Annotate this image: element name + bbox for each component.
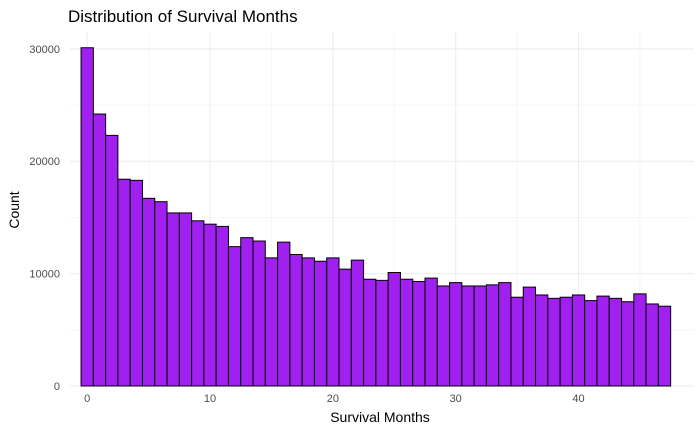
histogram-bar xyxy=(240,237,254,387)
histogram-bar xyxy=(92,113,107,387)
histogram-bar xyxy=(154,201,168,387)
histogram-bar xyxy=(166,212,180,387)
histogram-bar xyxy=(547,297,561,387)
y-tick-label: 20000 xyxy=(29,156,60,168)
histogram-bar xyxy=(535,294,549,387)
histogram-bar xyxy=(399,278,414,387)
histogram-bar xyxy=(203,223,217,387)
y-tick-label: 0 xyxy=(54,381,60,393)
histogram-bar xyxy=(141,197,156,387)
histogram-bar xyxy=(571,294,586,387)
histogram-bar xyxy=(178,212,193,387)
histogram-bar xyxy=(510,296,524,387)
chart-title: Distribution of Survival Months xyxy=(68,7,298,26)
ticks-layer: 0 10 20 30 40 0 10000 20000 30000 xyxy=(29,44,584,405)
histogram-bar xyxy=(277,241,291,387)
histogram-bar xyxy=(252,240,266,387)
histogram-bar xyxy=(657,305,672,387)
x-tick-label: 40 xyxy=(572,393,584,405)
y-axis-title: Count xyxy=(6,191,22,228)
histogram-bar xyxy=(313,260,328,387)
histogram-bar xyxy=(264,257,279,387)
histogram-bar xyxy=(375,279,389,387)
histogram-bar xyxy=(621,301,635,387)
histogram-bar xyxy=(584,300,598,387)
histogram-bar xyxy=(412,280,426,387)
histogram-bar xyxy=(289,254,303,387)
histogram-bar xyxy=(363,278,377,387)
y-tick-label: 10000 xyxy=(29,269,60,281)
x-axis-title: Survival Months xyxy=(330,409,430,425)
histogram-bar xyxy=(436,285,451,387)
histogram-bar xyxy=(461,285,475,387)
x-tick-label: 10 xyxy=(204,393,216,405)
histogram-bar xyxy=(227,246,242,387)
x-tick-label: 30 xyxy=(450,393,462,405)
histogram-bar xyxy=(473,285,487,387)
histogram-bar xyxy=(522,286,537,387)
histogram-bar xyxy=(485,284,500,387)
histogram-bar xyxy=(301,257,315,387)
histogram-bar xyxy=(498,282,512,387)
histogram-bar xyxy=(191,220,205,387)
histogram-bar xyxy=(596,295,610,387)
histogram-bar xyxy=(424,277,438,387)
histogram-bar xyxy=(105,134,119,387)
bars-layer xyxy=(80,47,672,387)
histogram-bar xyxy=(387,271,401,387)
histogram-bar xyxy=(326,257,340,387)
x-tick-label: 0 xyxy=(84,393,90,405)
histogram-bar xyxy=(80,47,94,387)
x-tick-label: 20 xyxy=(327,393,339,405)
histogram-bar xyxy=(608,297,623,387)
histogram-bar xyxy=(633,293,647,387)
histogram-bar xyxy=(559,296,573,387)
histogram-bar xyxy=(129,179,143,387)
histogram-bar xyxy=(117,178,131,387)
histogram-bar xyxy=(350,259,365,387)
histogram-bar xyxy=(449,282,463,387)
histogram-bar xyxy=(645,303,659,387)
histogram-bar xyxy=(215,225,229,387)
histogram-bar xyxy=(338,268,352,387)
y-tick-label: 30000 xyxy=(29,44,60,56)
